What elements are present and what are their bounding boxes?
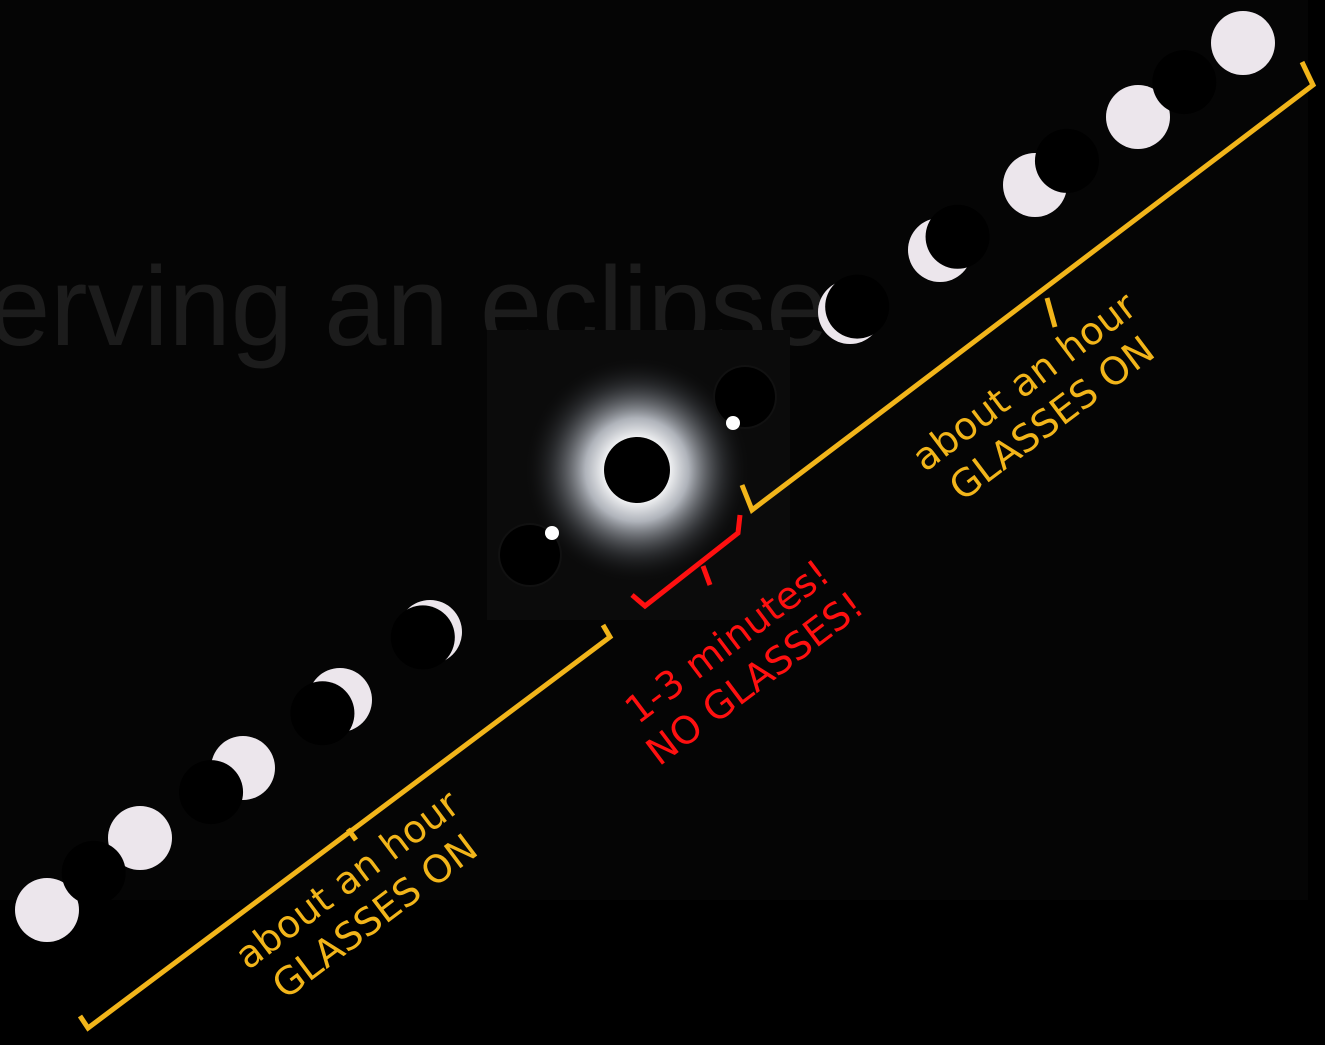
eclipse-diagram: erving an eclipse about an hour GLASSES …	[0, 0, 1325, 1045]
moon	[1152, 50, 1216, 114]
diamond-ring	[545, 526, 559, 540]
diamond-ring	[726, 416, 740, 430]
moon	[62, 841, 126, 905]
page: {"title": "erving an eclipse", "before":…	[0, 0, 1325, 1045]
moon	[604, 437, 670, 503]
moon	[290, 681, 354, 745]
moon	[825, 275, 889, 339]
sun	[1211, 11, 1275, 75]
moon	[1035, 129, 1099, 193]
moon	[391, 605, 455, 669]
moon	[926, 205, 990, 269]
moon	[179, 760, 243, 824]
moon	[715, 367, 775, 427]
